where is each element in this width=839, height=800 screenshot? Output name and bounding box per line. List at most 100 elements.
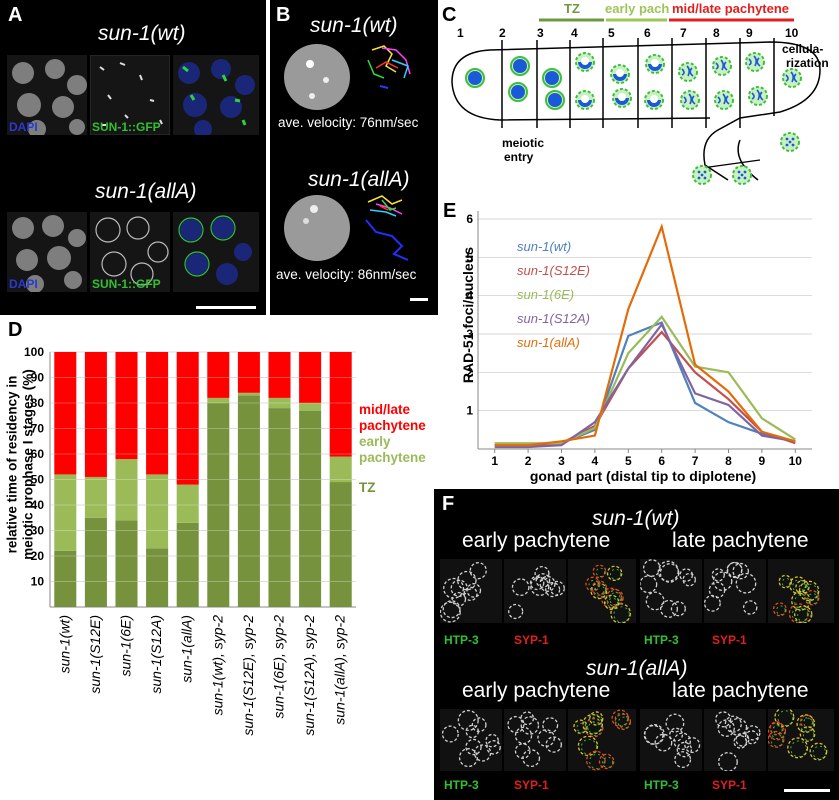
- d-ytick-label: 80: [31, 396, 45, 410]
- bar-segment: [329, 456, 352, 483]
- d-category-label: sun-1(6E): [118, 615, 134, 676]
- line-chart: 1 2 3 4 5 6 1 2 3 4 5 6 7 8 9 10 sun-1(wt) sun-1(S12E) sun…: [466, 211, 812, 468]
- chromosome-nucleus: [600, 587, 622, 609]
- e-xtick-label: 2: [525, 454, 532, 468]
- panel-d-ylabel-2: meiotic prophase I stages (%): [20, 369, 36, 560]
- e-xtick-label: 1: [491, 454, 498, 468]
- chromosome-nucleus: [796, 714, 816, 733]
- panel-b-scale-bar: [410, 298, 428, 301]
- chromosome-nucleus-green: [614, 712, 628, 726]
- d-category-label: sun-1(allA), syp-2: [332, 615, 348, 725]
- chromosome-nucleus: [465, 724, 480, 739]
- chromosome-nucleus: [577, 735, 599, 757]
- panel-f-early-bottom: early pachytene: [462, 679, 611, 702]
- chromosome-nucleus: [522, 749, 541, 768]
- panel-a: A sun-1(wt) DAPI SUN-1::GFP sun-1(allA) …: [0, 0, 266, 315]
- panel-e-xlabel: gonad part (distal tip to diplotene): [529, 468, 757, 484]
- panel-d-ylabel-1: relative time of residency in: [4, 375, 20, 554]
- chromosome-nucleus: [654, 733, 673, 752]
- bar-segment: [176, 522, 199, 607]
- chromosome-nucleus: [789, 576, 807, 594]
- schematic-nucleus: [745, 52, 765, 72]
- chromosome-nucleus: [676, 741, 693, 758]
- panel-f-syp1-label-3: SYP-1: [514, 778, 549, 792]
- panel-f-bottom-genotype: sun-1(allA): [586, 657, 688, 680]
- schematic-nucleus: [782, 68, 802, 88]
- chromosome-nucleus: [778, 574, 793, 589]
- schematic-nucleus: [678, 62, 698, 82]
- d-ytick-label: 60: [31, 447, 45, 461]
- d-ytick-label: 100: [24, 345, 44, 359]
- chromosome-nucleus: [473, 744, 492, 762]
- e-axes: 1 2 3 4 5 6 1 2 3 4 5 6 7 8 9 10: [466, 211, 812, 468]
- chromosome-nucleus: [463, 586, 478, 602]
- d-category-label: sun-1(S12E), syp-2: [240, 615, 256, 736]
- chromosome-nucleus: [591, 580, 608, 596]
- panel-f-tile-9: [568, 709, 636, 771]
- bar-segment: [329, 352, 352, 457]
- chromosome-nucleus: [582, 713, 604, 735]
- panel-e-ylabel: RAD-51 foci/nucleus: [460, 246, 476, 384]
- d-category-label: sun-1(S12A), syp-2: [301, 615, 317, 736]
- chromosome-nucleus: [466, 583, 482, 598]
- chromosome-nucleus-green: [594, 583, 606, 595]
- chromosome-nucleus-green: [803, 717, 813, 728]
- panel-b: B sun-1(wt) ave. velocity: 76nm/sec sun-…: [270, 0, 438, 315]
- d-ytick-label: 50: [31, 473, 45, 487]
- bar-segment: [54, 474, 77, 551]
- panel-a-dapi-top: [7, 55, 87, 135]
- chromosome-nucleus: [642, 559, 661, 577]
- e-xtick-label: 4: [592, 454, 599, 468]
- panel-b-label: B: [276, 4, 291, 26]
- chromosome-nucleus-green: [610, 568, 622, 580]
- legend-entry: sun-1(S12E): [517, 263, 590, 278]
- legend-tz: TZ: [359, 480, 376, 495]
- chromosome-nucleus: [684, 737, 701, 754]
- e-ytick-label: 5: [466, 250, 473, 264]
- chromosome-nucleus-green: [770, 734, 784, 747]
- chromosome-nucleus: [440, 601, 461, 623]
- chromosome-nucleus-green: [797, 608, 812, 623]
- chromosome-nucleus: [794, 605, 813, 623]
- bar-segment: [268, 408, 291, 607]
- panel-c-stage-mid: mid/late pachytene: [672, 1, 790, 16]
- chromosome-nucleus: [614, 713, 632, 731]
- chromosome-nucleus: [711, 568, 725, 582]
- panel-b-top-nucleus: [284, 44, 350, 110]
- chromosome-nucleus: [795, 580, 810, 595]
- stacked-bar-chart: 10 20 30 40 50 60 70 80 90 100 sun-1(wt) sun-1(S12E…: [24, 345, 356, 736]
- e-xtick-label: 7: [692, 454, 699, 468]
- chromosome-nucleus: [603, 594, 620, 611]
- panel-f-late-top: late pachytene: [672, 529, 809, 552]
- schematic-nucleus: [508, 82, 528, 102]
- panel-a-merge-bottom: [173, 212, 259, 292]
- e-xtick-label: 9: [759, 454, 766, 468]
- e-xtick-label: 3: [558, 454, 565, 468]
- chromosome-nucleus: [549, 580, 565, 596]
- chromosome-nucleus-green: [602, 756, 614, 768]
- chromosome-nucleus: [726, 562, 743, 579]
- legend-entry: sun-1(allA): [517, 335, 580, 350]
- e-xtick-label: 5: [625, 454, 632, 468]
- chromosome-nucleus: [659, 599, 678, 618]
- bar-segment: [84, 517, 107, 607]
- panel-c-meiotic-1: meiotic: [502, 136, 545, 150]
- e-xtick-label: 8: [725, 454, 732, 468]
- bar-segment: [299, 410, 322, 607]
- panel-c-cellularization-1: cellula-: [782, 42, 824, 56]
- chromosome-nucleus: [606, 565, 623, 582]
- chromosome-nucleus: [774, 709, 795, 728]
- panel-f-htp3-label-1: HTP-3: [444, 633, 479, 647]
- chromosome-nucleus-green: [790, 740, 807, 758]
- panel-f-tile-12: [768, 709, 834, 771]
- chromosome-nucleus: [768, 722, 787, 741]
- chromosome-nucleus: [768, 730, 785, 748]
- panel-a-merge-top: [173, 55, 259, 135]
- d-ytick-label: 20: [31, 549, 45, 563]
- schematic-nucleus: [712, 56, 732, 76]
- panel-c-number-6: 6: [644, 26, 651, 40]
- d-category-label: sun-1(6E), syp-2: [271, 615, 287, 719]
- panel-b-bottom-velocity: ave. velocity: 86nm/sec: [276, 267, 417, 282]
- chromosome-nucleus-green: [776, 605, 786, 616]
- schematic-nucleus: [545, 90, 565, 110]
